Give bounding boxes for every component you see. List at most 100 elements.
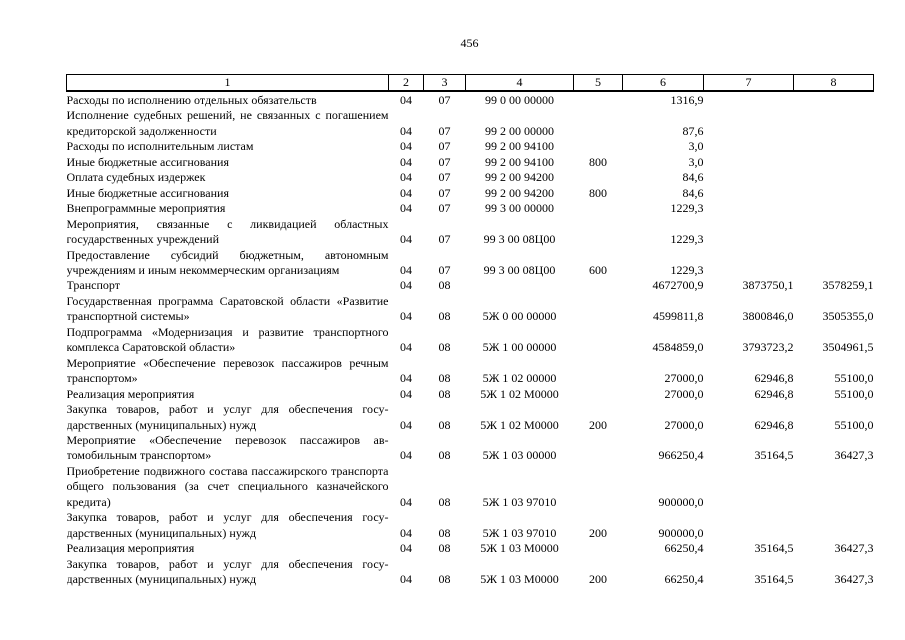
cell-target-article-code: 99 0 00 00000 <box>485 93 554 107</box>
table-row: Предоставление субсидий бюджетным, автон… <box>67 248 874 279</box>
cell-expense-name: Реализация мероприятия <box>66 386 195 401</box>
header-cell: 6 <box>622 74 704 92</box>
page-number: 456 <box>460 36 479 50</box>
cell-amount-year2: 62946,8 <box>754 386 794 401</box>
cell-amount-year2 <box>704 201 794 216</box>
cell-amount-year3 <box>794 155 874 170</box>
cell-target-article-code: 5Ж 1 03 М0000 <box>480 572 559 587</box>
cell-amount-year1: 966250,4 <box>658 448 704 463</box>
cell-amount-year2: 62946,8 <box>754 371 794 386</box>
cell-expense-type-code <box>574 139 623 154</box>
cell-amount-year2: 35164,5 <box>754 448 794 463</box>
header-cell: 5 <box>573 74 623 92</box>
cell-subsection-code: 07 <box>438 139 451 154</box>
cell-expense-type-code: 800 <box>589 185 607 200</box>
cell-subsection-code: 07 <box>438 185 451 200</box>
cell-target-article-code: 99 2 00 94100 <box>485 154 554 169</box>
cell-amount-year2 <box>704 155 794 170</box>
cell-amount-year1: 3,0 <box>688 139 704 154</box>
cell-subsection-code: 07 <box>438 170 451 185</box>
cell-target-article-code: 99 3 00 08Ц00 <box>483 262 556 277</box>
cell-subsection-code: 08 <box>438 309 451 324</box>
table-row: Иные бюджетные ассигнования 04 07 99 2 00 9… <box>67 155 874 170</box>
cell-amount-year2 <box>704 186 794 201</box>
cell-subsection-code: 07 <box>438 262 451 277</box>
cell-section-code: 04 <box>400 123 412 138</box>
table-row: Иные бюджетные ассигнования 04 07 99 2 00 9… <box>67 186 874 201</box>
cell-expense-type-code: 800 <box>589 154 607 169</box>
cell-subsection-code: 08 <box>438 278 451 293</box>
table-row: Закупка товаров, работ и услуг для обесп… <box>67 402 874 433</box>
cell-amount-year1: 4672700,9 <box>652 278 704 293</box>
cell-subsection-code: 08 <box>438 541 451 556</box>
cell-section-code: 04 <box>400 139 412 154</box>
header-cell: 3 <box>423 74 466 92</box>
cell-expense-type-code <box>574 108 623 139</box>
cell-amount-year1: 27000,0 <box>664 386 704 401</box>
cell-target-article-code: 5Ж 1 00 00000 <box>482 340 557 355</box>
table-row: Государственная программа Саратовской об… <box>67 294 874 325</box>
cell-target-article-code: 5Ж 1 02 М0000 <box>480 417 559 432</box>
cell-amount-year3: 36427,3 <box>834 541 874 556</box>
cell-amount-year1: 84,6 <box>682 170 704 185</box>
cell-section-code: 04 <box>400 262 412 277</box>
cell-amount-year3 <box>794 248 874 279</box>
cell-expense-name: Мероприятие «Обеспечение перевозок пасса… <box>66 355 389 386</box>
cell-subsection-code: 07 <box>438 154 451 169</box>
header-cell: 7 <box>703 74 794 92</box>
cell-expense-type-code <box>574 464 623 510</box>
header-cell: 1 <box>66 74 389 92</box>
cell-expense-type-code <box>574 325 623 356</box>
cell-amount-year1: 1229,3 <box>670 201 704 216</box>
cell-amount-year3 <box>794 108 874 139</box>
cell-amount-year2: 3793723,2 <box>742 340 794 355</box>
table-row: Реализация мероприятия 04 08 5Ж 1 02 М0000 2… <box>67 387 874 402</box>
cell-amount-year3: 3578259,1 <box>822 278 874 293</box>
cell-section-code: 04 <box>400 371 412 386</box>
cell-section-code: 04 <box>400 185 412 200</box>
cell-target-article-code: 99 3 00 08Ц00 <box>483 232 556 247</box>
cell-amount-year2: 35164,5 <box>754 572 794 587</box>
cell-target-article-code: 99 3 00 00000 <box>485 201 554 216</box>
cell-subsection-code: 08 <box>438 386 451 401</box>
cell-subsection-code: 07 <box>438 201 451 216</box>
cell-amount-year3: 3504961,5 <box>822 340 874 355</box>
cell-amount-year3 <box>794 139 874 154</box>
cell-subsection-code: 08 <box>438 371 451 386</box>
cell-expense-name: Расходы по исполнительным листам <box>66 139 254 154</box>
table-row: Мероприятие «Обеспечение перевозок пасса… <box>67 433 874 464</box>
table-row: Расходы по исполнению отдельных обязател… <box>67 91 874 108</box>
cell-amount-year1: 1229,3 <box>670 232 704 247</box>
cell-expense-type-code <box>574 217 623 248</box>
cell-amount-year2 <box>704 170 794 185</box>
cell-expense-type-code <box>574 201 623 216</box>
table-row: Оплата судебных издержек 04 07 99 2 00 9420… <box>67 170 874 185</box>
cell-expense-name: Мероприятие «Обеспечение перевозок пасса… <box>66 432 389 463</box>
cell-amount-year1: 1229,3 <box>670 262 704 277</box>
header-cell: 4 <box>465 74 574 92</box>
cell-expense-type-code: 200 <box>589 572 607 587</box>
cell-amount-year1: 27000,0 <box>664 371 704 386</box>
cell-section-code: 04 <box>400 170 412 185</box>
cell-amount-year3 <box>794 217 874 248</box>
cell-subsection-code: 08 <box>438 572 451 587</box>
cell-expense-name: Внепрограммные мероприятия <box>66 201 226 216</box>
table-row: Исполнение судебных решений, не связанны… <box>67 108 874 139</box>
cell-expense-type-code <box>574 541 623 556</box>
cell-target-article-code: 99 2 00 00000 <box>485 123 554 138</box>
cell-expense-type-code <box>574 278 623 293</box>
table-row: Подпрограмма «Модернизация и развитие тр… <box>67 325 874 356</box>
cell-amount-year2: 62946,8 <box>754 417 794 432</box>
cell-target-article-code: 5Ж 0 00 00000 <box>482 309 557 324</box>
table-row: Внепрограммные мероприятия 04 07 99 3 00 00… <box>67 201 874 216</box>
cell-amount-year3: 3505355,0 <box>822 309 874 324</box>
cell-target-article-code: 99 2 00 94100 <box>485 139 554 154</box>
cell-amount-year2: 3800846,0 <box>742 309 794 324</box>
cell-amount-year1: 66250,4 <box>664 541 704 556</box>
cell-subsection-code: 08 <box>438 525 451 540</box>
cell-amount-year3 <box>794 464 874 510</box>
header-cell: 8 <box>793 74 874 92</box>
cell-expense-name: Транспорт <box>66 278 120 293</box>
